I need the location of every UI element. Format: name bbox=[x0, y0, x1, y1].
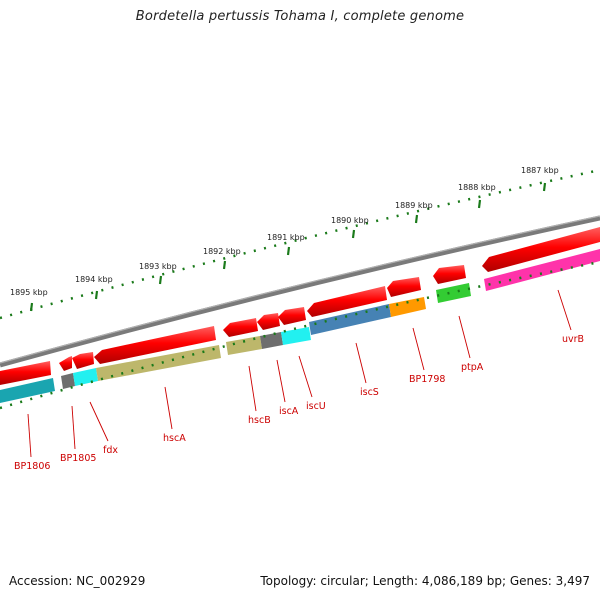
feature-bar-ptpA bbox=[436, 283, 471, 303]
gene-arrow-hscA bbox=[94, 326, 216, 364]
kbp-label-1892: 1892 kbp bbox=[203, 247, 241, 256]
gene-arrow-ptpA bbox=[433, 265, 466, 284]
gene-arrow-iscA bbox=[257, 313, 280, 330]
feature-bar-iscU bbox=[281, 327, 311, 345]
gene-label-uvrB: uvrB bbox=[562, 334, 584, 345]
gene-arrow-uvrB bbox=[482, 227, 600, 272]
gene-label-bp1806: BP1806 bbox=[14, 461, 50, 472]
label-leaders bbox=[27, 289, 572, 458]
kbp-label-1895: 1895 kbp bbox=[10, 288, 48, 297]
feature-bar-hscA bbox=[96, 345, 221, 381]
feature-bar-fdx bbox=[73, 368, 98, 386]
kbp-label-1887: 1887 kbp bbox=[521, 166, 559, 175]
kbp-label-1893: 1893 kbp bbox=[139, 262, 177, 271]
gene-arrow-bp1805 bbox=[59, 356, 72, 371]
feature-bar-iscA bbox=[260, 332, 283, 349]
genome-backbone bbox=[0, 215, 600, 368]
gene-label-fdx: fdx bbox=[103, 445, 118, 456]
map-title: Bordetella pertussis Tohama I, complete … bbox=[135, 9, 465, 24]
gene-arrow-bp1806 bbox=[0, 361, 51, 385]
kbp-label-1888: 1888 kbp bbox=[458, 183, 496, 192]
gene-labels: BP1806 BP1805 fdx hscA hscB iscA iscU is… bbox=[14, 334, 584, 472]
feature-bar-uvrB bbox=[484, 249, 600, 291]
kbp-label-1889: 1889 kbp bbox=[395, 201, 433, 210]
gene-label-hscA: hscA bbox=[163, 433, 186, 444]
gene-arrow-bp1798 bbox=[387, 277, 421, 297]
forward-genes bbox=[0, 227, 600, 385]
gene-arrow-iscU bbox=[278, 307, 306, 325]
kbp-labels: 1887 kbp 1888 kbp 1889 kbp 1890 kbp 1891… bbox=[10, 166, 559, 297]
feature-bars bbox=[0, 249, 600, 403]
gene-label-iscA: iscA bbox=[279, 406, 299, 417]
feature-bar-bp1805 bbox=[61, 373, 75, 389]
gene-label-bp1798: BP1798 bbox=[409, 374, 445, 385]
feature-bar-iscS bbox=[309, 304, 391, 335]
kbp-label-1890: 1890 kbp bbox=[331, 216, 369, 225]
major-ticks bbox=[29, 182, 547, 312]
gene-label-iscS: iscS bbox=[360, 387, 379, 398]
gene-arrow-fdx bbox=[72, 352, 94, 369]
gene-label-iscU: iscU bbox=[306, 401, 326, 412]
feature-bar-bp1798 bbox=[389, 297, 426, 317]
genome-stats-text: Topology: circular; Length: 4,086,189 bp… bbox=[260, 574, 590, 588]
scale-ring bbox=[0, 168, 600, 320]
kbp-label-1894: 1894 kbp bbox=[75, 275, 113, 284]
accession-text: Accession: NC_002929 bbox=[9, 574, 146, 588]
feature-bar-hscB bbox=[226, 336, 262, 355]
gene-label-bp1805: BP1805 bbox=[60, 453, 96, 464]
feature-bar-bp1806 bbox=[0, 378, 55, 403]
gene-arrow-hscB bbox=[223, 318, 258, 337]
gene-label-hscB: hscB bbox=[248, 415, 271, 426]
kbp-label-1891: 1891 kbp bbox=[267, 233, 305, 242]
gene-label-ptpA: ptpA bbox=[461, 362, 484, 373]
gene-arrow-iscS bbox=[307, 286, 387, 317]
